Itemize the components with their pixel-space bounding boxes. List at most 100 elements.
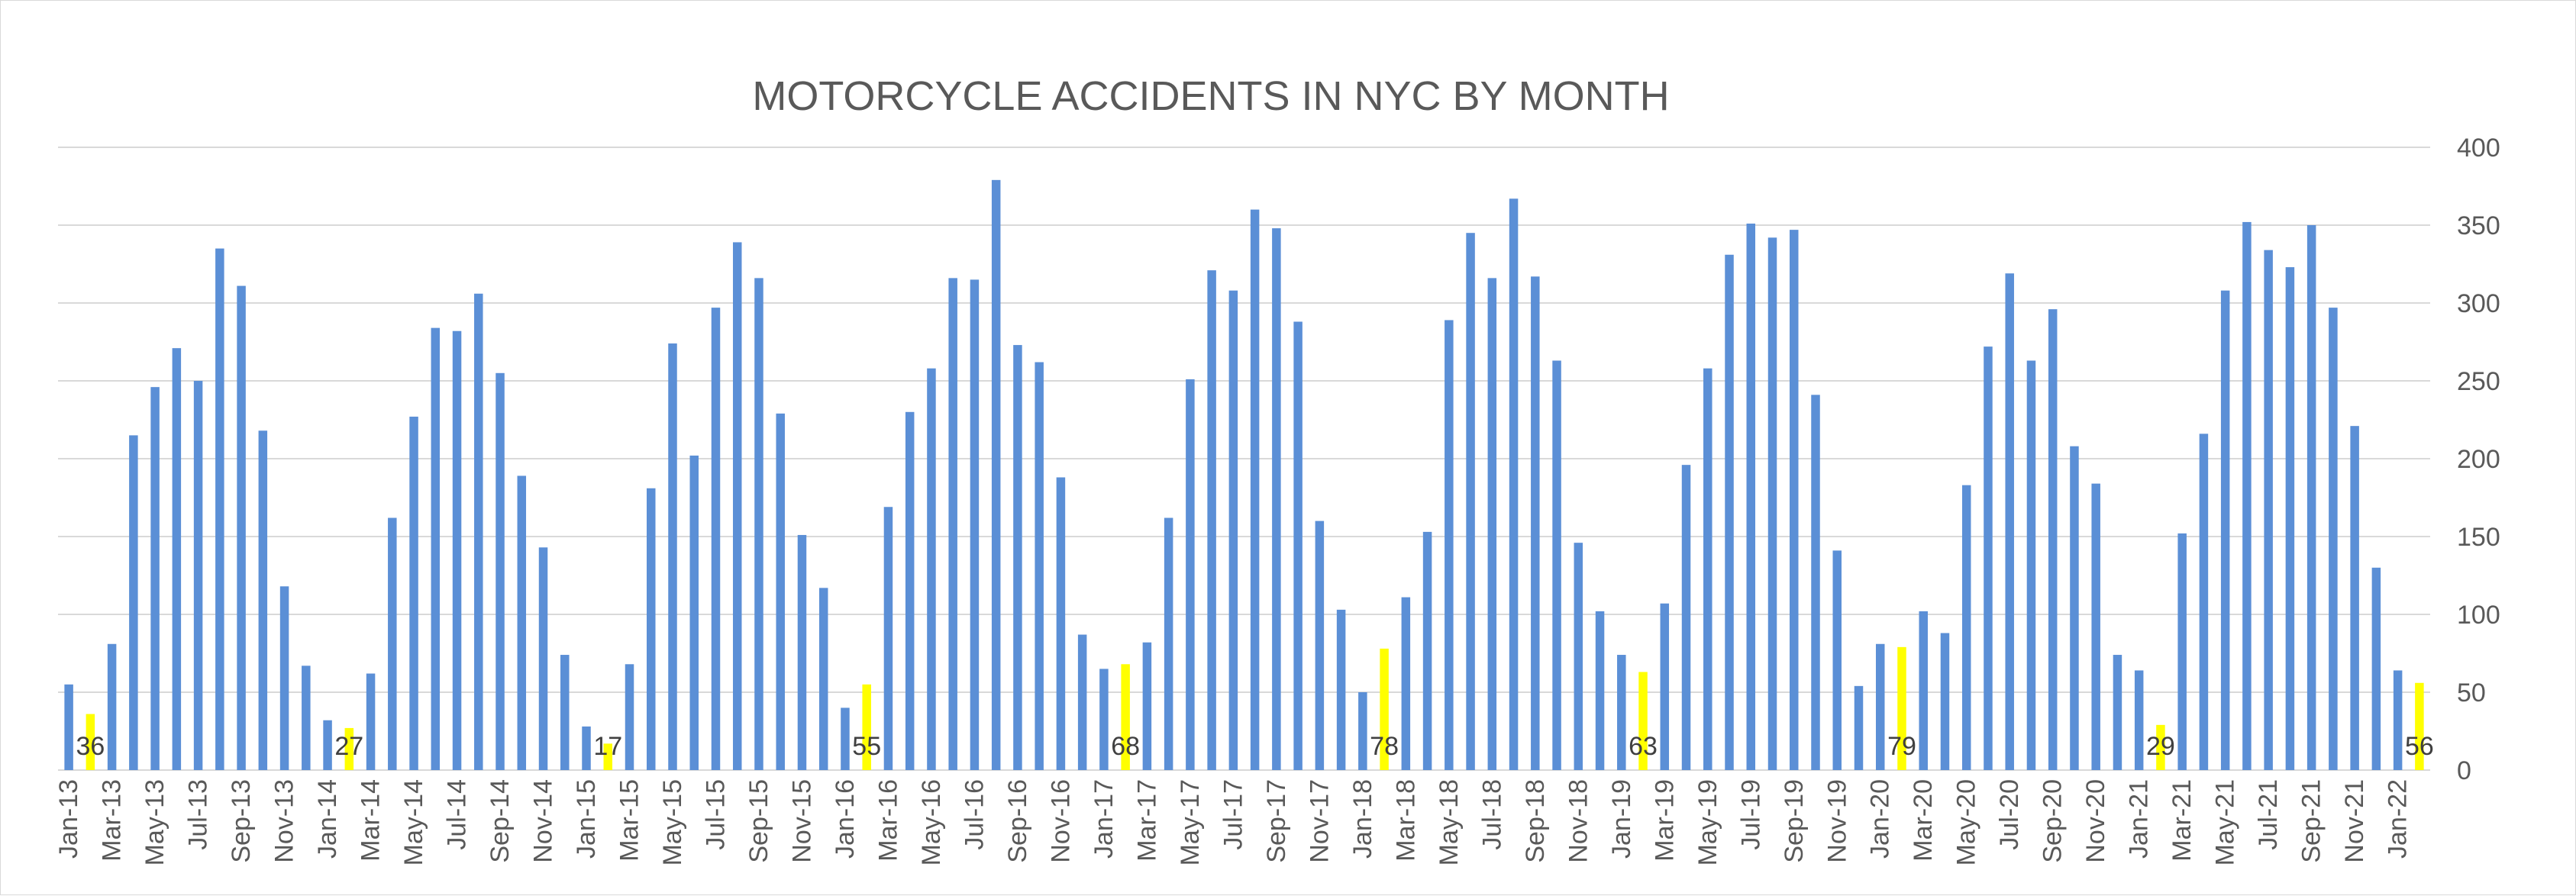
- bar: [452, 330, 462, 771]
- bar: [2371, 567, 2381, 770]
- x-tick-label: May-20: [1952, 779, 1981, 865]
- x-tick-label: Jul-15: [701, 779, 730, 850]
- bar: [1574, 543, 1583, 770]
- bar: [215, 248, 224, 771]
- bar: [2070, 446, 2079, 770]
- bar: [2026, 360, 2036, 771]
- x-tick-label: Jan-14: [313, 779, 342, 859]
- bar: [1142, 642, 1152, 770]
- x-tick-label: Nov-20: [2081, 779, 2110, 863]
- bar: [1660, 603, 1670, 770]
- x-tick-label: Jul-14: [443, 779, 472, 850]
- bar: [323, 720, 332, 770]
- bar: [1013, 345, 1022, 771]
- bar-highlight: [603, 743, 613, 770]
- bar: [1401, 597, 1411, 770]
- data-labels: 36 27 17 55 68 78 63 79 29 56: [76, 732, 2433, 761]
- x-tick-label: Mar-13: [98, 779, 127, 862]
- x-tick-label: May-16: [917, 779, 946, 865]
- x-tick-label: Nov-14: [529, 779, 558, 863]
- data-label: 79: [1887, 732, 1916, 761]
- bar: [560, 655, 570, 770]
- bar: [905, 411, 915, 770]
- bar: [689, 455, 699, 770]
- bar: [2285, 267, 2295, 771]
- y-tick-label: 100: [2457, 601, 2500, 630]
- bar: [1056, 477, 1066, 770]
- bar: [366, 673, 376, 770]
- bar: [948, 278, 957, 770]
- bar: [647, 488, 656, 770]
- x-tick-label: May-14: [399, 779, 428, 865]
- bar: [279, 586, 289, 770]
- bar-highlight: [2415, 682, 2424, 770]
- data-label: 63: [1629, 732, 1658, 761]
- bar: [1595, 611, 1605, 770]
- bar: [258, 430, 268, 770]
- bar: [1228, 290, 1238, 770]
- x-tick-label: Nov-21: [2340, 779, 2369, 863]
- x-tick-label: Mar-21: [2168, 779, 2197, 862]
- bar: [1035, 362, 1044, 770]
- y-axis-ticks: 0 50 100 150 200 250 300 350 400: [2457, 134, 2500, 785]
- x-tick-label: Sep-21: [2297, 779, 2326, 863]
- data-label: 78: [1370, 732, 1399, 761]
- y-tick-label: 0: [2457, 756, 2471, 785]
- bar: [409, 416, 418, 770]
- y-tick-label: 350: [2457, 211, 2500, 240]
- x-tick-label: Mar-20: [1909, 779, 1938, 862]
- x-tick-label: Jan-17: [1089, 779, 1119, 859]
- bar: [2177, 533, 2187, 770]
- bar: [1767, 237, 1777, 770]
- x-axis-ticks: Jan-13 Mar-13 May-13 Jul-13 Sep-13 Nov-13 Jan-…: [54, 779, 2413, 865]
- x-tick-label: May-17: [1176, 779, 1205, 865]
- y-tick-label: 400: [2457, 134, 2500, 163]
- bar: [388, 517, 397, 770]
- x-tick-label: Nov-13: [270, 779, 299, 863]
- bar: [1186, 379, 1195, 771]
- bar: [1315, 521, 1325, 770]
- x-tick-label: Nov-19: [1822, 779, 1851, 863]
- bar: [1617, 655, 1626, 770]
- y-tick-label: 150: [2457, 523, 2500, 552]
- bar: [1487, 278, 1497, 770]
- x-tick-label: Jan-18: [1348, 779, 1377, 859]
- x-tick-label: Jul-19: [1736, 779, 1765, 850]
- x-tick-label: Nov-17: [1305, 779, 1334, 863]
- x-tick-label: Mar-19: [1650, 779, 1679, 862]
- x-tick-label: Mar-15: [615, 779, 644, 862]
- x-tick-label: Nov-16: [1046, 779, 1075, 863]
- x-tick-label: Sep-19: [1780, 779, 1809, 863]
- bar: [732, 242, 742, 770]
- bar: [668, 343, 677, 770]
- bar: [1531, 276, 1540, 770]
- x-tick-label: Nov-18: [1564, 779, 1593, 863]
- data-label: 56: [2405, 732, 2434, 761]
- x-tick-label: May-19: [1693, 779, 1722, 865]
- bar: [754, 278, 763, 770]
- x-tick-label: Mar-14: [357, 779, 386, 862]
- data-label: 55: [852, 732, 881, 761]
- bar: [302, 666, 311, 770]
- bar: [2091, 483, 2100, 770]
- chart-title: MOTORCYCLE ACCIDENTS IN NYC BY MONTH: [752, 73, 1669, 119]
- bar: [2306, 225, 2316, 770]
- bar: [711, 308, 721, 770]
- y-tick-label: 50: [2457, 678, 2486, 707]
- bar: [1875, 643, 1885, 770]
- x-tick-label: Sep-16: [1003, 779, 1032, 863]
- x-tick-label: Jan-21: [2125, 779, 2154, 859]
- bar: [1164, 517, 1173, 770]
- bar: [496, 372, 505, 770]
- bar: [776, 413, 785, 770]
- data-label: 29: [2146, 732, 2175, 761]
- x-tick-label: Mar-18: [1391, 779, 1420, 862]
- bar: [1811, 395, 1820, 770]
- bar: [1077, 634, 1087, 770]
- x-tick-label: Jul-17: [1219, 779, 1248, 850]
- y-tick-label: 250: [2457, 367, 2500, 396]
- data-label: 68: [1111, 732, 1140, 761]
- bar: [2005, 273, 2014, 770]
- bar: [2329, 308, 2338, 770]
